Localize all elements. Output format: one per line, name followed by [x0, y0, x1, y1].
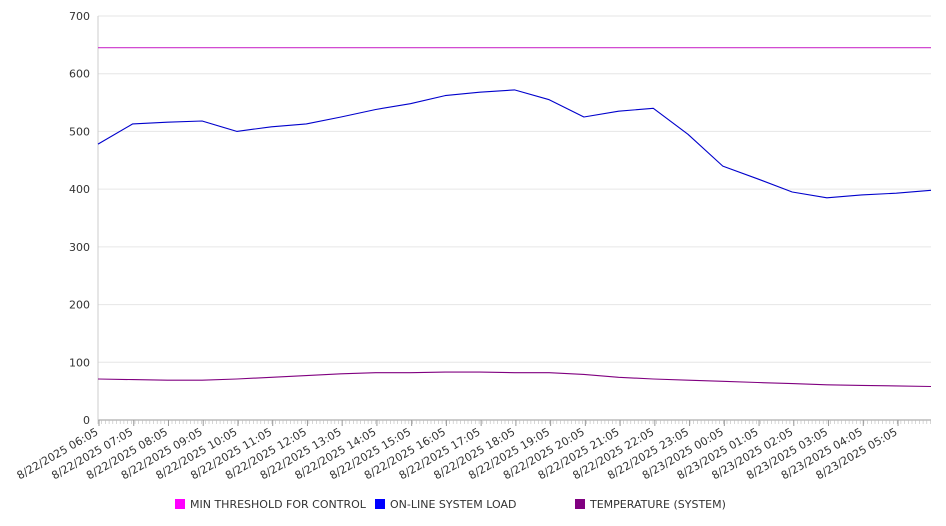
legend-label-system-load: ON-LINE SYSTEM LOAD: [390, 498, 517, 511]
legend: MIN THRESHOLD FOR CONTROL ON-LINE SYSTEM…: [0, 498, 946, 514]
y-tick-label: 700: [69, 10, 90, 23]
legend-label-min-threshold: MIN THRESHOLD FOR CONTROL: [190, 498, 366, 511]
legend-item-min-threshold[interactable]: MIN THRESHOLD FOR CONTROL: [175, 498, 366, 511]
legend-label-temperature: TEMPERATURE (SYSTEM): [590, 498, 726, 511]
y-tick-label: 300: [69, 241, 90, 254]
series-line-temperature: [97, 371, 932, 388]
y-axis: 0 100 200 300 400 500 600 700: [69, 10, 99, 427]
legend-swatch-min-threshold: [175, 499, 185, 509]
y-tick-label: 400: [69, 183, 90, 196]
y-tick-label: 200: [69, 299, 90, 312]
y-tick-label: 100: [69, 356, 90, 369]
series-lines: [97, 47, 932, 388]
legend-swatch-temperature: [575, 499, 585, 509]
y-tick-label: 0: [83, 414, 90, 427]
y-tick-label: 600: [69, 68, 90, 81]
legend-item-system-load[interactable]: ON-LINE SYSTEM LOAD: [375, 498, 516, 511]
series-line-system-load: [97, 89, 932, 199]
gridlines: [98, 15, 931, 421]
legend-swatch-system-load: [375, 499, 385, 509]
x-axis: 8/22/2025 06:058/22/2025 07:058/22/2025 …: [15, 420, 931, 482]
legend-item-temperature[interactable]: TEMPERATURE (SYSTEM): [575, 498, 726, 511]
y-tick-label: 500: [69, 125, 90, 138]
